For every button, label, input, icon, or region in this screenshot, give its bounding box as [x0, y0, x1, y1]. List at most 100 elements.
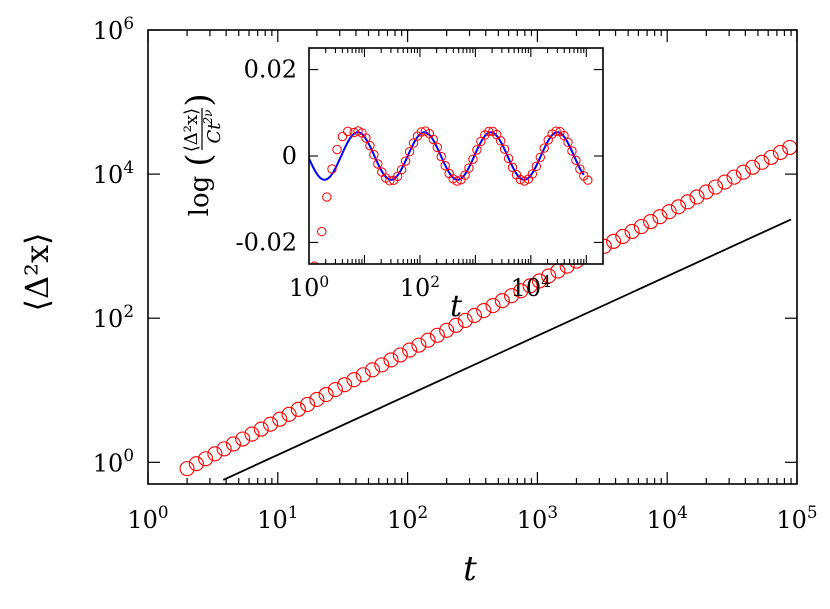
inset-x-tick-labels: 100 102 104: [289, 273, 551, 302]
main-data-point: [225, 436, 241, 452]
main-data-point: [541, 268, 557, 284]
main-data-point: [670, 199, 687, 215]
main-data-point: [235, 431, 251, 447]
inset-data-point: [317, 226, 327, 237]
inset-y-tick-label: 0.02: [244, 56, 297, 84]
inset-y-tick-label: -0.02: [235, 228, 297, 256]
inset-data-point: [400, 156, 411, 166]
inset-x-tick-label: 102: [400, 273, 440, 302]
main-data-point: [207, 446, 223, 462]
inset-data-point: [322, 192, 332, 202]
main-data-point: [680, 194, 696, 210]
main-x-tick-label: 105: [776, 502, 817, 534]
main-data-point: [364, 362, 381, 378]
inset-data-point: [365, 140, 375, 151]
inset-data-point: [495, 136, 506, 146]
inset-data-point: [436, 151, 446, 162]
inset-y-title-numerator: ⟨Δ²x⟩: [181, 108, 202, 152]
inset-y-title-log: log: [185, 176, 215, 217]
inset-data-point: [408, 138, 419, 148]
main-data-point: [216, 441, 232, 457]
inset-data-point: [373, 159, 383, 169]
main-data-point: [383, 352, 399, 368]
main-tick-marks: [147, 29, 798, 484]
main-x-tick-label: 104: [647, 502, 688, 534]
inset-data-point: [507, 162, 518, 173]
inset-data-point: [369, 150, 379, 160]
main-data-point: [726, 169, 742, 185]
main-y-tick-label: 102: [93, 301, 134, 333]
main-data-point: [411, 337, 427, 353]
main-x-tick-labels: 100 101 102 103 104 105: [127, 502, 817, 534]
inset-data-point: [343, 126, 353, 137]
inset-data-point: [432, 142, 442, 153]
main-data-point: [253, 421, 269, 437]
main-fit-line-series: [222, 218, 792, 481]
inset-data-point: [472, 145, 482, 155]
main-data-point: [772, 144, 789, 160]
main-data-point: [531, 273, 547, 289]
inset-y-tick-labels: 0.02 0 -0.02: [235, 56, 297, 257]
main-data-point: [494, 293, 510, 309]
inset-data-point: [428, 134, 439, 145]
inset-x-tick-label: 100: [289, 273, 329, 302]
inset-data-points-series: [310, 126, 593, 264]
main-data-point: [198, 451, 214, 467]
inset-data-point: [385, 176, 395, 186]
inset-y-title-denominator: Ct: [204, 122, 225, 144]
main-plot: 100 101 102 103 104 105 100 102 104 106 t ⟨Δ²x⟩: [18, 13, 818, 589]
main-data-point: [281, 406, 297, 422]
main-data-point: [522, 278, 538, 294]
inset-data-point: [452, 176, 462, 186]
main-data-point: [429, 327, 445, 343]
inset-data-point: [583, 175, 593, 185]
inset-data-point: [464, 163, 474, 173]
inset-data-point: [503, 153, 514, 164]
main-data-point: [309, 391, 325, 408]
main-data-point: [504, 288, 520, 304]
main-data-point: [457, 312, 473, 328]
main-data-point: [318, 386, 334, 403]
inset-y-title-paren-right: ): [179, 93, 219, 106]
main-data-point: [374, 357, 390, 373]
inset-background: [309, 48, 603, 264]
main-data-point: [346, 372, 362, 388]
main-data-point: [754, 154, 770, 170]
main-data-point: [735, 164, 751, 180]
main-data-point: [606, 233, 622, 249]
main-fit-line: [222, 218, 792, 481]
main-data-point: [188, 456, 204, 472]
main-data-point: [633, 218, 649, 235]
main-data-point: [652, 209, 668, 225]
inset-y-title-denominator-exp: 2ν: [201, 110, 215, 126]
main-y-tick-label: 106: [93, 13, 134, 45]
main-data-point: [272, 411, 288, 427]
main-data-point: [262, 416, 279, 432]
inset-data-point: [396, 164, 407, 175]
main-data-point: [717, 174, 733, 190]
main-data-point: [402, 342, 418, 358]
inset-data-point: [361, 133, 371, 143]
main-y-tick-labels: 100 102 104 106: [93, 13, 134, 477]
main-data-point: [661, 204, 677, 220]
inset-plot: 100 102 104 0.02 0 -0.02 t log ( ⟨Δ²x⟩ Ct 2ν…: [179, 47, 604, 324]
inset-data-point: [327, 164, 337, 174]
main-data-point: [337, 377, 353, 393]
main-x-tick-label: 101: [257, 502, 298, 534]
inset-data-point: [535, 152, 545, 163]
main-data-point: [624, 223, 640, 240]
main-y-tick-label: 104: [93, 157, 134, 189]
inset-data-point: [460, 170, 470, 180]
inset-data-point: [539, 143, 549, 153]
inset-x-tick-label: 104: [511, 273, 552, 302]
main-data-point: [689, 189, 705, 205]
inset-data-point: [499, 144, 510, 154]
main-data-point: [466, 307, 483, 324]
main-data-point: [244, 426, 260, 442]
inset-data-point: [392, 171, 403, 182]
main-data-point: [327, 382, 343, 398]
inset-plot-frame: [308, 47, 604, 265]
inset-data-point: [337, 131, 348, 142]
main-data-point: [290, 401, 306, 417]
